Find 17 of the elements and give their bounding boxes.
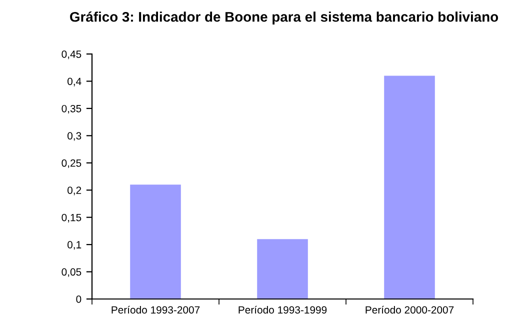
y-tick-label: 0,35: [62, 104, 82, 114]
y-tick-label: 0,15: [62, 214, 82, 222]
y-tick-label: 0: [76, 296, 82, 303]
y-tick-label: 0,25: [62, 159, 82, 168]
y-tick-label: 0,2: [68, 186, 82, 196]
y-tick-label: 0,1: [68, 241, 82, 250]
x-tick-label: Período 1993-1999: [238, 306, 327, 314]
y-tick-label: 0,05: [62, 268, 82, 277]
x-tick-label: Período 1993-2007: [112, 306, 200, 314]
bar: [384, 76, 435, 299]
x-tick-label: Período 2000-2007: [366, 306, 454, 314]
y-tick-label: 0,45: [62, 50, 82, 60]
bar: [130, 184, 181, 299]
y-tick-label: 0,3: [68, 132, 82, 141]
bar: [257, 239, 308, 299]
chart-title: Gráfico 3: Indicador de Boone para el sistema bancario boliviano: [70, 11, 498, 25]
y-tick-label: 0,4: [68, 78, 82, 86]
